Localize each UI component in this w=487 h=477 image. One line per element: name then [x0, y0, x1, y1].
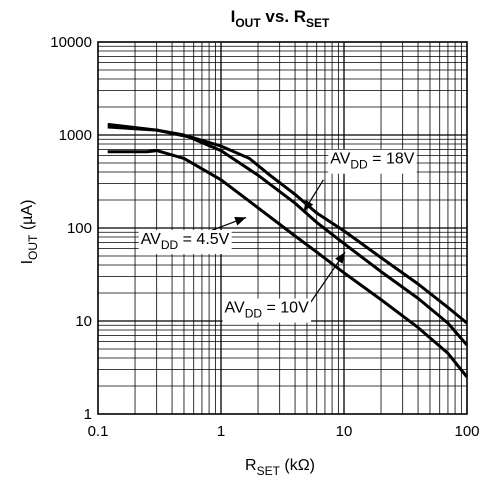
annotation-label: AVDD = 18V [330, 151, 415, 172]
annotation-label-background [222, 298, 312, 323]
series-lines [107, 122, 469, 378]
annotation-arrowhead [335, 252, 346, 264]
y-tick-label: 1 [84, 406, 92, 423]
title-i: I [231, 7, 236, 26]
x-tick-label: 1 [217, 423, 225, 440]
annotation-avdd-dd4_5v: AVDD = 4.5V [138, 216, 247, 255]
annotation-label-rest: = 10V [262, 300, 309, 317]
annotation-label-rest: = 18V [368, 151, 415, 168]
annotation-avdd-dd10v: AVDD = 10V [222, 251, 346, 323]
annotation-label: AVDD = 10V [225, 300, 310, 321]
annotation-label: AVDD = 4.5V [141, 231, 230, 252]
grid [98, 42, 467, 414]
series-line-avdd-dd4_5v [107, 149, 469, 378]
y-tick-label: 10 [75, 313, 92, 330]
annotation-label-subscript: DD [161, 238, 179, 252]
y-tick-label: 100 [67, 220, 92, 237]
y-tick-label: 10000 [50, 34, 92, 51]
annotation-label-background [138, 230, 232, 255]
annotation-arrowhead [303, 199, 314, 212]
series-line-avdd-dd10v [107, 125, 469, 347]
y-axis-label: IOUT (µA) [19, 200, 40, 265]
title-vs-r: vs. R [261, 7, 306, 26]
annotation-label-rest: = 4.5V [178, 231, 229, 248]
annotation-label-main: AV [225, 300, 245, 317]
x-tick-label: 100 [454, 423, 479, 440]
annotation-label-main: AV [141, 231, 161, 248]
x-axis-label: RSET (kΩ) [245, 457, 315, 477]
annotation-arrowhead [234, 217, 247, 226]
x-tick-label: 0.1 [88, 423, 109, 440]
y-tick-label: 1000 [59, 127, 92, 144]
plot-area-frame [97, 41, 468, 415]
title-set-subscript: SET [306, 16, 330, 30]
x-tick-label: 10 [336, 423, 353, 440]
annotation-label-background [328, 149, 417, 174]
annotation-avdd-dd18v: AVDD = 18V [303, 149, 417, 212]
annotation-label-subscript: DD [245, 307, 263, 321]
chart-title: IOUT vs. RSET [231, 7, 330, 30]
annotation-label-main: AV [330, 151, 350, 168]
annotation-label-subscript: DD [350, 158, 368, 172]
title-out-subscript: OUT [235, 16, 261, 30]
